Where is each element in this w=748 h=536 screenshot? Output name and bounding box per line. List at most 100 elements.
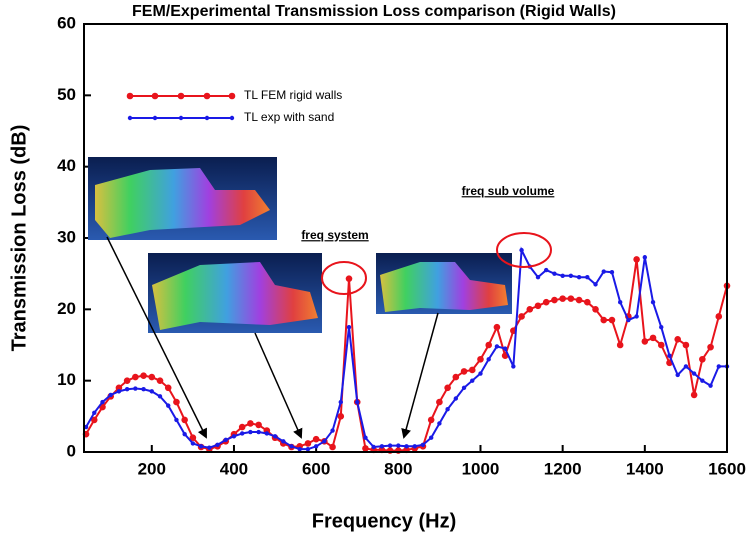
data-point	[584, 298, 591, 306]
data-point	[305, 446, 311, 452]
data-point	[355, 399, 360, 405]
y-tick-label: 60	[57, 13, 76, 32]
data-point	[90, 416, 98, 424]
data-point	[427, 416, 435, 424]
data-point	[544, 267, 549, 273]
data-point	[437, 421, 442, 426]
data-point	[238, 423, 246, 431]
data-point	[123, 377, 131, 384]
data-point	[575, 296, 583, 304]
data-point	[198, 444, 204, 449]
data-point	[223, 437, 228, 443]
data-point	[189, 434, 197, 442]
data-point	[157, 394, 163, 399]
data-point	[387, 443, 393, 448]
data-point	[617, 300, 623, 305]
x-tick-label: 1400	[626, 459, 664, 478]
data-point	[691, 371, 697, 376]
data-point	[239, 431, 245, 436]
data-point	[124, 387, 130, 392]
data-point	[560, 273, 565, 279]
data-point	[248, 429, 253, 435]
data-point	[511, 364, 516, 369]
data-point	[699, 355, 706, 363]
x-tick-label: 1600	[708, 459, 746, 478]
legend-marker	[203, 92, 211, 100]
data-point	[215, 442, 220, 448]
data-point	[650, 300, 656, 305]
data-point	[682, 341, 690, 349]
legend-label: TL FEM rigid walls	[244, 88, 342, 102]
data-point	[141, 387, 146, 392]
data-point	[174, 417, 179, 423]
data-point	[461, 385, 467, 390]
data-point	[460, 368, 468, 375]
data-point	[478, 371, 483, 376]
data-point	[534, 302, 542, 310]
data-point	[707, 343, 714, 351]
data-point	[166, 403, 171, 408]
data-point	[690, 391, 698, 399]
data-point	[567, 295, 575, 302]
mode-shape	[380, 262, 508, 312]
data-point	[657, 341, 665, 349]
data-point	[362, 445, 369, 452]
legend-marker	[127, 115, 133, 121]
data-point	[330, 428, 335, 433]
data-point	[231, 434, 237, 439]
arrow	[254, 332, 303, 439]
y-axis-label: Transmission Loss (dB)	[8, 125, 30, 352]
y-tick-label: 0	[67, 441, 76, 460]
data-point	[379, 444, 385, 449]
plot-frame	[83, 23, 728, 453]
data-point	[181, 416, 188, 424]
data-point	[149, 389, 154, 394]
y-tick-label: 30	[57, 227, 76, 246]
x-tick-label: 600	[302, 459, 330, 478]
images	[88, 157, 512, 333]
x-tick-label: 800	[384, 459, 412, 478]
data-point	[182, 431, 187, 437]
data-point	[329, 443, 336, 451]
data-point	[592, 306, 599, 313]
data-point	[675, 372, 680, 378]
annotation: freq system	[301, 228, 368, 242]
x-tick-label: 200	[138, 459, 166, 478]
data-point	[585, 275, 590, 280]
data-point	[255, 421, 262, 429]
data-point	[634, 314, 639, 319]
data-point	[649, 334, 657, 342]
data-point	[593, 282, 598, 287]
data-point	[346, 324, 352, 330]
arrow	[106, 236, 207, 439]
x-tick-label: 400	[220, 459, 248, 478]
data-point	[519, 247, 524, 253]
data-point	[140, 372, 147, 379]
data-point	[616, 341, 624, 349]
data-point	[115, 384, 123, 392]
data-point	[485, 341, 492, 349]
data-point	[576, 275, 582, 280]
data-point	[494, 344, 500, 349]
data-point	[608, 316, 616, 324]
y-tick-label: 10	[57, 370, 76, 389]
data-point	[363, 435, 368, 440]
data-point	[396, 443, 401, 448]
data-point	[281, 439, 286, 444]
data-point	[700, 378, 705, 383]
data-point	[92, 410, 97, 415]
data-point	[322, 439, 327, 444]
x-axis-label: Frequency (Hz)	[312, 510, 456, 532]
data-point	[412, 444, 417, 449]
data-point	[338, 399, 343, 405]
data-point	[264, 431, 270, 436]
data-point	[132, 373, 139, 381]
data-point	[568, 273, 574, 279]
chart-title: FEM/Experimental Transmission Loss compa…	[132, 3, 616, 20]
data-point	[470, 378, 475, 383]
legend-marker	[204, 115, 210, 121]
data-point	[535, 275, 541, 280]
y-tick-label: 20	[57, 299, 76, 318]
legend-label: TL exp with sand	[244, 110, 334, 124]
